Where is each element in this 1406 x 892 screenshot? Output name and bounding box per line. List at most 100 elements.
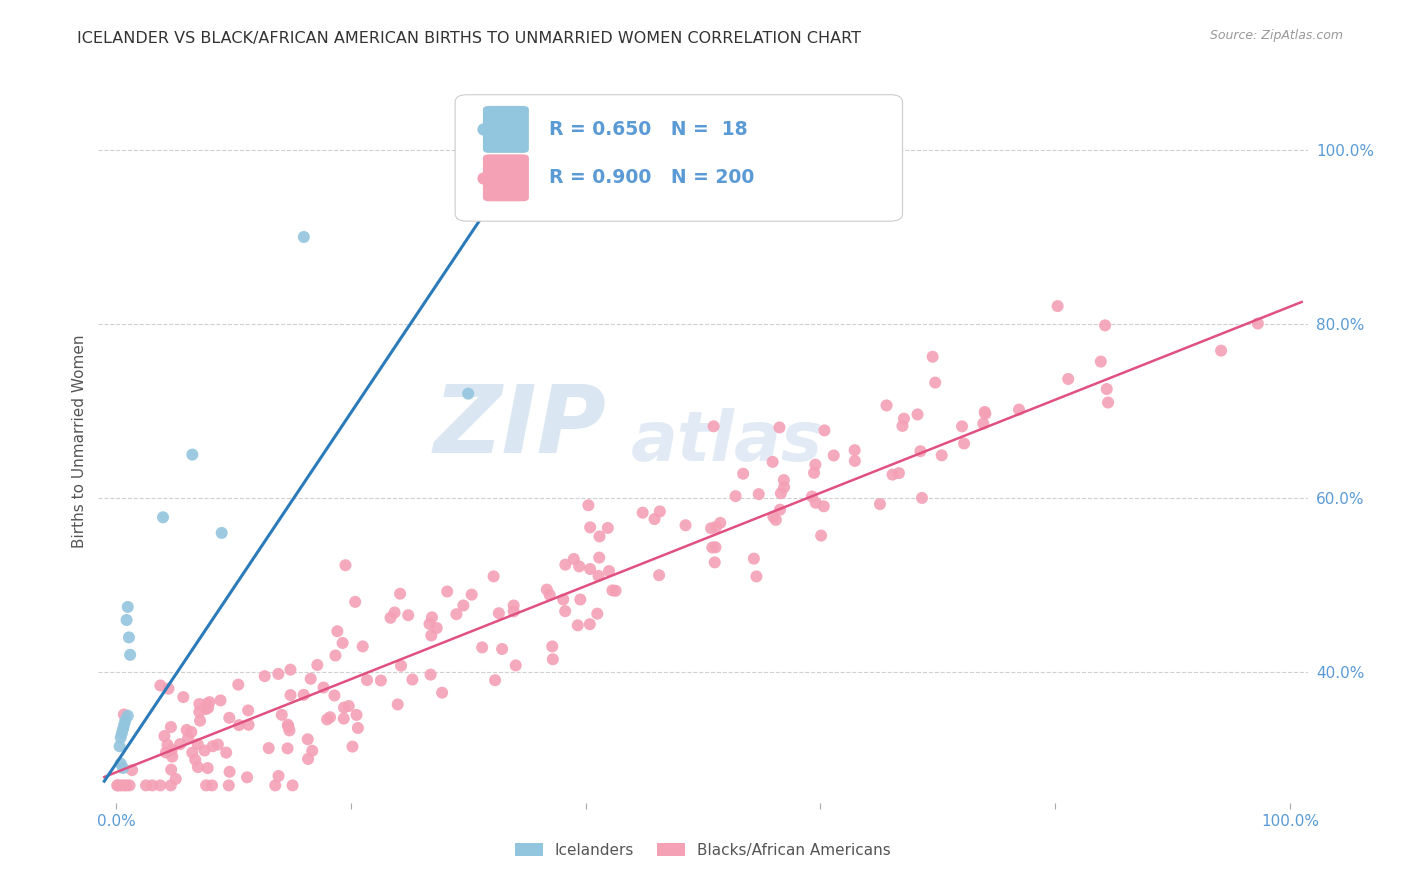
Point xyxy=(536,582,558,597)
Point xyxy=(253,669,276,683)
Point xyxy=(172,690,194,704)
Point xyxy=(184,753,207,767)
Point xyxy=(197,700,219,714)
Point xyxy=(135,778,157,792)
Point xyxy=(111,726,134,740)
Point xyxy=(502,599,524,613)
Point xyxy=(195,697,218,711)
Point xyxy=(924,376,946,390)
Point xyxy=(114,713,136,727)
Point xyxy=(436,584,458,599)
Point xyxy=(228,718,250,732)
Point xyxy=(115,613,138,627)
Point xyxy=(277,717,299,731)
Point xyxy=(105,778,128,792)
Point xyxy=(773,480,796,494)
Point xyxy=(844,443,866,458)
Point xyxy=(844,454,866,468)
Point xyxy=(110,756,132,771)
Point xyxy=(396,608,419,623)
Point xyxy=(554,604,576,618)
Point xyxy=(882,467,904,482)
Point xyxy=(149,678,172,692)
Point xyxy=(1094,318,1116,333)
Point xyxy=(118,631,141,645)
Point xyxy=(704,520,727,534)
Point xyxy=(482,569,505,583)
Point xyxy=(921,350,943,364)
Text: ICELANDER VS BLACK/AFRICAN AMERICAN BIRTHS TO UNMARRIED WOMEN CORRELATION CHART: ICELANDER VS BLACK/AFRICAN AMERICAN BIRT… xyxy=(77,31,862,46)
Point xyxy=(893,411,915,425)
Point xyxy=(218,778,240,792)
Point xyxy=(215,746,238,760)
Point xyxy=(181,448,204,462)
Point xyxy=(160,720,183,734)
Text: ZIP: ZIP xyxy=(433,381,606,473)
Point xyxy=(598,564,620,578)
Point xyxy=(149,778,172,792)
Point xyxy=(389,658,412,673)
Point xyxy=(588,529,610,543)
Point xyxy=(335,558,357,573)
Point xyxy=(108,739,131,754)
Point xyxy=(187,760,209,774)
Point xyxy=(502,604,524,618)
Point xyxy=(579,562,602,576)
Point xyxy=(218,764,240,779)
Point xyxy=(418,616,440,631)
Point xyxy=(181,746,204,760)
Point xyxy=(562,552,585,566)
Point xyxy=(159,778,181,792)
Point xyxy=(117,599,139,614)
Point xyxy=(319,710,342,724)
Point xyxy=(972,417,994,431)
Point xyxy=(112,722,135,736)
Point xyxy=(541,652,564,666)
Point xyxy=(541,640,564,654)
Point xyxy=(177,731,200,745)
Point xyxy=(768,420,790,434)
Point xyxy=(910,444,932,458)
Point xyxy=(823,449,845,463)
Point xyxy=(115,778,138,792)
Point xyxy=(201,778,224,792)
Point xyxy=(420,628,443,642)
Point xyxy=(772,473,794,487)
Point xyxy=(110,778,132,792)
Point xyxy=(457,386,479,401)
Point xyxy=(188,705,211,719)
Point xyxy=(211,525,233,540)
Point xyxy=(187,737,209,751)
Point xyxy=(238,718,260,732)
Point xyxy=(264,778,287,792)
Point xyxy=(226,678,249,692)
Point xyxy=(804,496,827,510)
Point xyxy=(112,778,135,792)
Point xyxy=(578,617,600,632)
Point xyxy=(162,749,184,764)
Point xyxy=(297,752,319,766)
Point xyxy=(420,610,443,624)
Point xyxy=(197,761,219,775)
Point xyxy=(112,707,135,722)
Point xyxy=(538,588,561,602)
Point xyxy=(891,418,914,433)
Point xyxy=(742,551,765,566)
Point xyxy=(602,583,624,598)
Point xyxy=(277,720,299,734)
Point xyxy=(118,778,141,792)
Point xyxy=(356,673,378,687)
Point xyxy=(1097,395,1119,409)
Point xyxy=(209,693,232,707)
Point xyxy=(430,686,453,700)
Point xyxy=(180,725,202,739)
Legend: Icelanders, Blacks/African Americans: Icelanders, Blacks/African Americans xyxy=(509,837,897,863)
Point xyxy=(1008,402,1031,417)
Point xyxy=(907,408,929,422)
Point xyxy=(460,588,482,602)
Point xyxy=(605,583,627,598)
Point xyxy=(1209,343,1232,358)
Point xyxy=(1046,299,1069,313)
Point xyxy=(347,721,370,735)
Point xyxy=(810,528,832,542)
